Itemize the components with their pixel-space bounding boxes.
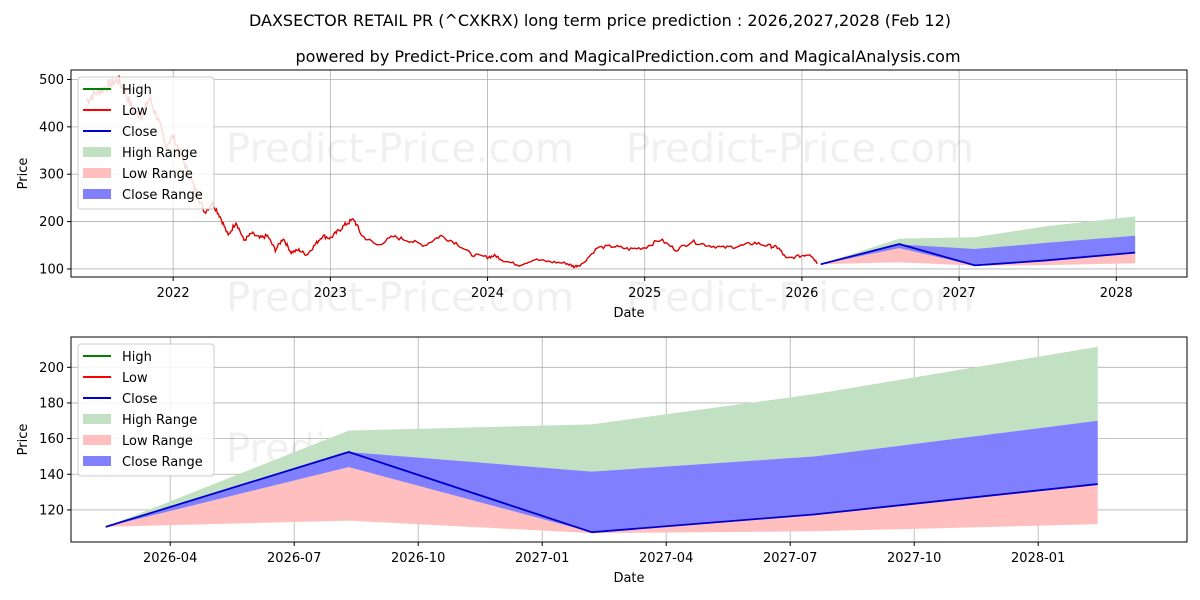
legend-swatch: [83, 189, 111, 199]
high-range-band: [105, 346, 1098, 527]
legend-swatch: [83, 414, 111, 424]
y-tick-label: 120: [39, 503, 64, 518]
chart-subtitle: powered by Predict-Price.com and Magical…: [295, 47, 960, 66]
low-range-band: [105, 467, 1098, 534]
legend-swatch: [83, 456, 111, 466]
y-axis-label: Price: [16, 158, 31, 190]
legend-swatch: [83, 435, 111, 445]
x-tick-label: 2022: [157, 286, 190, 301]
y-axis: 120 140 160 180 200: [39, 361, 71, 518]
x-tick-label: 2027: [943, 286, 976, 301]
x-tick-label: 2026: [785, 286, 818, 301]
y-tick-label: 160: [39, 432, 64, 447]
x-tick-label: 2023: [314, 286, 347, 301]
close-range-band: [105, 420, 1098, 533]
close-forecast-line: [820, 243, 1136, 267]
legend-label: High Range: [122, 146, 197, 161]
legend-box: [77, 343, 215, 477]
detail-plot: Predict-Price.comPredict-Price.com2026-0…: [16, 336, 1188, 586]
axes-frame: [70, 69, 1188, 278]
legend-label: High Range: [122, 413, 197, 428]
y-axis-label: Price: [16, 424, 31, 456]
y-tick-label: 140: [39, 468, 64, 483]
legend-label: High: [122, 350, 152, 365]
gridlines: [71, 70, 1187, 277]
legend: High Low Close High Range Low Range Close Ran…: [77, 76, 215, 210]
legend-label: Low Range: [122, 167, 193, 182]
watermark: Predict-Price.com Predict-Price.com Predic…: [226, 126, 974, 321]
y-tick-label: 500: [39, 73, 64, 88]
chart-title: DAXSECTOR RETAIL PR (^CXKRX) long term p…: [249, 11, 951, 30]
x-axis-label: Date: [613, 306, 644, 321]
x-tick-label: 2027-07: [763, 551, 817, 566]
legend-label: Close Range: [122, 455, 203, 470]
low-range-band: [820, 248, 1136, 266]
x-tick-label: 2027-10: [887, 551, 941, 566]
y-tick-label: 180: [39, 396, 64, 411]
legend-swatch: [83, 147, 111, 157]
x-axis: 2026-04 2026-07 2026-10 2027-01 2027-04 2027-…: [143, 542, 1065, 566]
y-tick-label: 100: [39, 262, 64, 277]
y-tick-label: 300: [39, 168, 64, 183]
x-tick-label: 2025: [628, 286, 661, 301]
y-tick-label: 400: [39, 120, 64, 135]
axes-frame: [70, 336, 1188, 543]
legend-label: High: [122, 83, 152, 98]
legend-box: [77, 76, 215, 210]
watermark-text: Predict-Price.com: [226, 126, 574, 172]
legend-label: Close: [122, 392, 157, 407]
x-tick-label: 2027-04: [639, 551, 693, 566]
legend-swatch: [83, 168, 111, 178]
legend-label: Low Range: [122, 434, 193, 449]
watermark-text: Predict-Price.com: [226, 275, 574, 321]
close-range-band: [820, 235, 1136, 266]
watermark-text: Predict-Price.com: [626, 126, 974, 172]
x-tick-label: 2026-07: [267, 551, 321, 566]
y-tick-label: 200: [39, 215, 64, 230]
watermark-text: Predict-Price.com: [626, 275, 974, 321]
legend-label: Close: [122, 125, 157, 140]
legend-label: Low: [122, 104, 148, 119]
close-forecast-line: [105, 451, 1098, 534]
x-axis: 2022 2023 2024 2025 2026 2027 2028: [157, 277, 1133, 301]
overview-plot: Predict-Price.com Predict-Price.com Predic…: [16, 69, 1188, 321]
y-axis: 100 200 300 400 500: [39, 73, 71, 277]
x-axis-label: Date: [613, 571, 644, 586]
x-tick-label: 2024: [471, 286, 504, 301]
x-tick-label: 2028: [1100, 286, 1133, 301]
x-tick-label: 2028-01: [1011, 551, 1065, 566]
x-tick-label: 2026-04: [143, 551, 197, 566]
legend-label: Close Range: [122, 188, 203, 203]
x-tick-label: 2026-10: [391, 551, 445, 566]
x-tick-label: 2027-01: [515, 551, 569, 566]
legend: High Low Close High Range Low Range Close Ran…: [77, 343, 215, 477]
y-tick-label: 200: [39, 361, 64, 376]
legend-label: Low: [122, 371, 148, 386]
